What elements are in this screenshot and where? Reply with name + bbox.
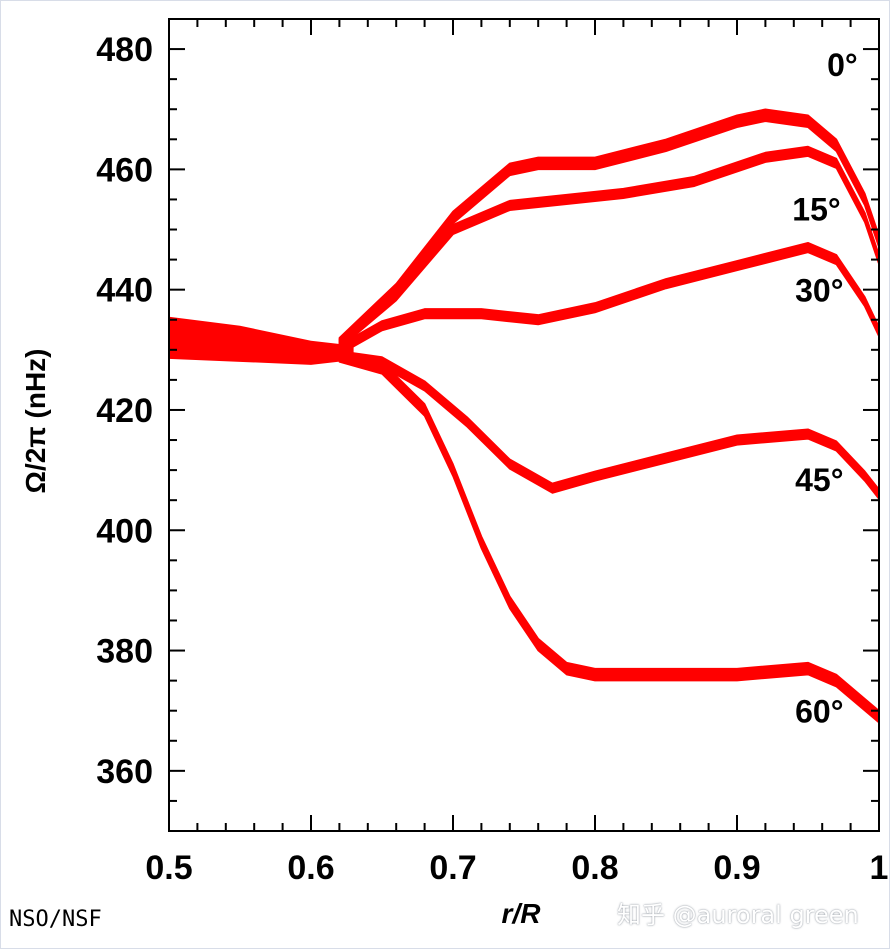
x-tick-label: 1 — [870, 849, 889, 887]
y-tick-label: 460 — [96, 151, 153, 189]
x-tick-label: 0.9 — [713, 849, 760, 887]
axis-ticks — [168, 18, 880, 831]
y-axis-title: Ω/2π (nHz) — [20, 349, 51, 494]
series-label: 60° — [795, 694, 843, 730]
x-tick-label: 0.5 — [145, 849, 192, 887]
series-band-4 — [338, 349, 880, 724]
source-credit: NSO/NSF — [9, 907, 102, 932]
series-label: 15° — [792, 191, 840, 227]
x-tick-label: 0.7 — [429, 849, 476, 887]
x-tick-label: 0.6 — [287, 849, 334, 887]
series-labels: 0° 15° 30° 45° 60° — [792, 47, 857, 730]
watermark-text: 知乎 @auroral green — [617, 901, 859, 929]
series-label: 45° — [795, 462, 843, 498]
y-tick-label: 440 — [96, 272, 153, 310]
axis-tick-labels: 0.5 0.6 0.7 0.8 0.9 1 360 380 400 420 440 460 480 — [96, 31, 888, 887]
y-tick-label: 360 — [96, 753, 153, 791]
y-tick-label: 420 — [96, 392, 153, 430]
plot-frame — [168, 18, 880, 832]
x-axis-title: r/R — [502, 898, 542, 929]
series-label: 0° — [827, 47, 858, 83]
y-tick-label: 400 — [96, 512, 153, 550]
x-tick-label: 0.8 — [571, 849, 618, 887]
series-label: 30° — [795, 273, 843, 309]
common-core-band — [169, 316, 354, 365]
y-tick-label: 380 — [96, 633, 153, 671]
series-bands — [169, 108, 880, 724]
y-tick-label: 480 — [96, 31, 153, 69]
